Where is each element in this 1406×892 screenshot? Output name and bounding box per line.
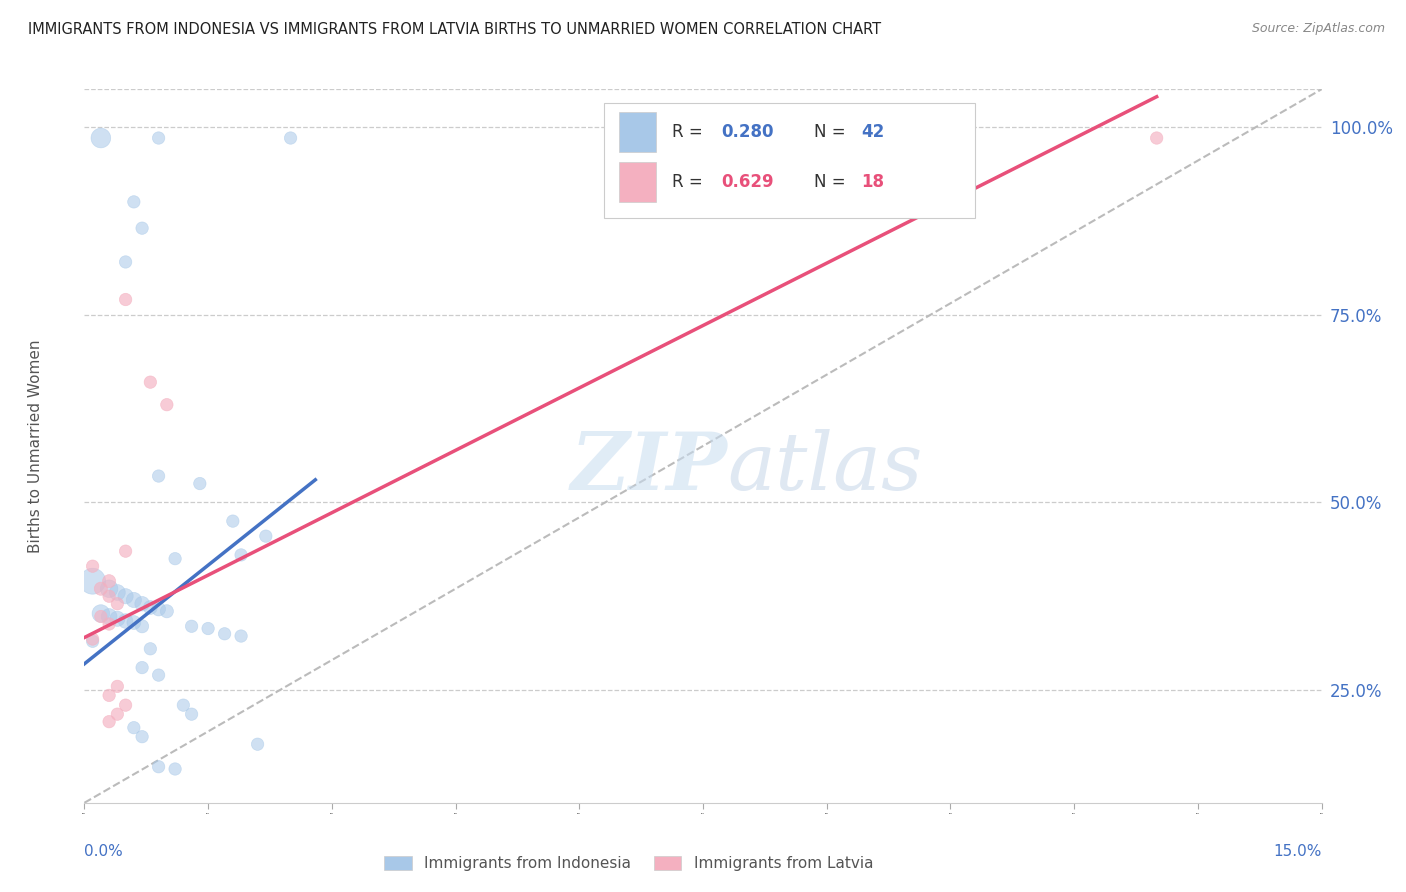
Point bbox=[165, 551, 187, 566]
Point bbox=[98, 574, 121, 589]
Point bbox=[98, 617, 121, 632]
Point bbox=[246, 737, 269, 751]
Text: 18: 18 bbox=[862, 173, 884, 191]
Point bbox=[90, 609, 112, 624]
Point bbox=[98, 714, 121, 729]
Text: R =: R = bbox=[672, 173, 709, 191]
Text: IMMIGRANTS FROM INDONESIA VS IMMIGRANTS FROM LATVIA BIRTHS TO UNMARRIED WOMEN CO: IMMIGRANTS FROM INDONESIA VS IMMIGRANTS … bbox=[28, 22, 882, 37]
Point bbox=[180, 707, 202, 722]
Point bbox=[222, 514, 245, 528]
FancyBboxPatch shape bbox=[619, 112, 657, 152]
Point bbox=[197, 622, 219, 636]
Point bbox=[214, 627, 236, 641]
Point bbox=[188, 476, 211, 491]
Point bbox=[1146, 131, 1168, 145]
Point bbox=[105, 612, 128, 626]
Text: 0.629: 0.629 bbox=[721, 173, 775, 191]
Point bbox=[105, 585, 128, 599]
Point bbox=[229, 629, 252, 643]
Point bbox=[98, 689, 121, 703]
Point bbox=[229, 548, 252, 562]
Point bbox=[156, 398, 179, 412]
Text: N =: N = bbox=[814, 123, 851, 141]
Point bbox=[114, 255, 136, 269]
Point bbox=[122, 194, 145, 209]
Text: 15.0%: 15.0% bbox=[1274, 844, 1322, 859]
Point bbox=[114, 614, 136, 628]
Point bbox=[122, 593, 145, 607]
Text: 42: 42 bbox=[862, 123, 884, 141]
Point bbox=[122, 721, 145, 735]
Text: R =: R = bbox=[672, 123, 709, 141]
Point bbox=[131, 730, 153, 744]
Point bbox=[82, 634, 104, 648]
Point bbox=[82, 574, 104, 589]
Point bbox=[131, 221, 153, 235]
Point bbox=[148, 760, 170, 774]
FancyBboxPatch shape bbox=[605, 103, 976, 218]
Point bbox=[90, 582, 112, 596]
Text: 0.0%: 0.0% bbox=[84, 844, 124, 859]
Point bbox=[131, 619, 153, 633]
Point bbox=[82, 632, 104, 646]
Point bbox=[131, 597, 153, 611]
Point bbox=[172, 698, 194, 713]
Point bbox=[98, 609, 121, 624]
FancyBboxPatch shape bbox=[619, 162, 657, 202]
Point bbox=[114, 589, 136, 603]
Text: ZIP: ZIP bbox=[571, 429, 728, 506]
Point bbox=[82, 559, 104, 574]
Point bbox=[148, 131, 170, 145]
Point bbox=[148, 602, 170, 616]
Point bbox=[90, 131, 112, 145]
Point bbox=[139, 600, 162, 615]
Point bbox=[254, 529, 277, 543]
Point bbox=[114, 544, 136, 558]
Point bbox=[105, 679, 128, 693]
Point bbox=[280, 131, 302, 145]
Point bbox=[131, 660, 153, 674]
Point bbox=[98, 582, 121, 596]
Point bbox=[122, 615, 145, 630]
Text: 0.280: 0.280 bbox=[721, 123, 775, 141]
Point bbox=[114, 293, 136, 307]
Point bbox=[90, 607, 112, 621]
Point bbox=[156, 604, 179, 618]
Text: Source: ZipAtlas.com: Source: ZipAtlas.com bbox=[1251, 22, 1385, 36]
Point bbox=[139, 375, 162, 389]
Point bbox=[148, 668, 170, 682]
Point bbox=[180, 619, 202, 633]
Point bbox=[114, 698, 136, 713]
Text: Births to Unmarried Women: Births to Unmarried Women bbox=[28, 339, 42, 553]
Legend: Immigrants from Indonesia, Immigrants from Latvia: Immigrants from Indonesia, Immigrants fr… bbox=[378, 849, 879, 877]
Point bbox=[98, 589, 121, 603]
Point bbox=[165, 762, 187, 776]
Point bbox=[139, 641, 162, 656]
Text: N =: N = bbox=[814, 173, 851, 191]
Point bbox=[105, 597, 128, 611]
Point bbox=[105, 707, 128, 722]
Text: atlas: atlas bbox=[728, 429, 924, 506]
Point bbox=[148, 469, 170, 483]
